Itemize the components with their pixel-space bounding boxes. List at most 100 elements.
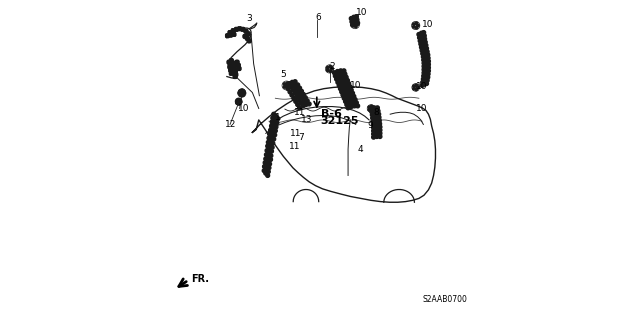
Circle shape bbox=[233, 66, 235, 68]
Circle shape bbox=[245, 34, 247, 36]
Circle shape bbox=[244, 29, 246, 31]
Circle shape bbox=[425, 50, 429, 54]
Text: 4: 4 bbox=[358, 145, 364, 154]
Circle shape bbox=[284, 83, 286, 85]
Circle shape bbox=[272, 112, 276, 116]
Circle shape bbox=[267, 151, 271, 155]
Circle shape bbox=[424, 57, 428, 61]
Circle shape bbox=[269, 158, 273, 161]
Circle shape bbox=[349, 17, 353, 20]
Text: 10: 10 bbox=[356, 8, 368, 17]
Circle shape bbox=[267, 166, 271, 170]
Circle shape bbox=[263, 161, 267, 165]
Circle shape bbox=[372, 126, 376, 130]
Circle shape bbox=[237, 67, 239, 69]
Circle shape bbox=[296, 83, 300, 87]
Circle shape bbox=[292, 84, 296, 87]
Circle shape bbox=[265, 163, 269, 167]
Circle shape bbox=[335, 70, 339, 73]
Circle shape bbox=[350, 20, 354, 24]
Circle shape bbox=[307, 102, 311, 106]
Circle shape bbox=[294, 87, 298, 91]
Circle shape bbox=[249, 39, 251, 41]
Circle shape bbox=[268, 162, 271, 166]
Circle shape bbox=[422, 41, 425, 45]
Circle shape bbox=[230, 67, 232, 69]
Circle shape bbox=[268, 147, 271, 151]
Circle shape bbox=[422, 77, 425, 81]
Circle shape bbox=[424, 60, 428, 64]
Circle shape bbox=[296, 103, 300, 107]
Circle shape bbox=[371, 109, 373, 112]
Circle shape bbox=[332, 71, 336, 75]
Circle shape bbox=[286, 82, 289, 85]
Circle shape bbox=[294, 100, 298, 103]
Circle shape bbox=[335, 77, 339, 81]
Circle shape bbox=[378, 135, 382, 138]
Circle shape bbox=[415, 22, 418, 25]
Circle shape bbox=[350, 98, 354, 101]
Circle shape bbox=[233, 67, 235, 69]
Circle shape bbox=[286, 86, 289, 89]
Circle shape bbox=[426, 63, 430, 66]
Circle shape bbox=[271, 127, 275, 130]
Circle shape bbox=[375, 128, 379, 132]
Circle shape bbox=[238, 92, 241, 94]
Circle shape bbox=[237, 60, 239, 62]
Circle shape bbox=[236, 29, 238, 31]
Circle shape bbox=[422, 37, 426, 41]
Circle shape bbox=[266, 174, 269, 177]
Circle shape bbox=[236, 70, 237, 72]
Circle shape bbox=[424, 43, 428, 47]
Circle shape bbox=[243, 92, 245, 94]
Circle shape bbox=[291, 88, 295, 92]
Circle shape bbox=[234, 72, 236, 74]
Text: 11: 11 bbox=[294, 108, 305, 117]
Circle shape bbox=[417, 33, 421, 36]
Circle shape bbox=[378, 122, 381, 126]
Circle shape bbox=[228, 31, 230, 33]
Circle shape bbox=[262, 169, 266, 173]
Circle shape bbox=[377, 112, 381, 116]
Circle shape bbox=[423, 79, 427, 83]
Text: 11: 11 bbox=[290, 129, 301, 138]
Circle shape bbox=[236, 100, 239, 102]
Circle shape bbox=[331, 68, 333, 70]
Circle shape bbox=[271, 141, 275, 145]
Circle shape bbox=[245, 36, 247, 38]
Circle shape bbox=[246, 31, 248, 33]
Circle shape bbox=[299, 101, 303, 105]
Circle shape bbox=[378, 125, 382, 129]
Text: 10: 10 bbox=[417, 82, 428, 91]
Circle shape bbox=[344, 92, 348, 96]
Circle shape bbox=[418, 36, 422, 40]
Circle shape bbox=[265, 149, 269, 152]
Circle shape bbox=[231, 61, 233, 63]
Circle shape bbox=[424, 66, 428, 70]
Circle shape bbox=[247, 38, 249, 40]
Circle shape bbox=[229, 62, 231, 64]
Circle shape bbox=[296, 90, 300, 94]
Circle shape bbox=[293, 91, 297, 95]
Circle shape bbox=[297, 98, 301, 101]
Circle shape bbox=[326, 66, 329, 69]
Circle shape bbox=[233, 63, 235, 65]
Circle shape bbox=[262, 165, 266, 168]
Text: 11: 11 bbox=[289, 142, 301, 151]
Circle shape bbox=[298, 86, 301, 90]
Circle shape bbox=[230, 68, 232, 70]
Circle shape bbox=[243, 34, 245, 36]
Circle shape bbox=[239, 69, 241, 70]
Circle shape bbox=[422, 58, 426, 62]
Circle shape bbox=[333, 74, 337, 78]
Circle shape bbox=[236, 98, 242, 105]
Circle shape bbox=[341, 75, 345, 79]
Circle shape bbox=[420, 48, 424, 52]
Circle shape bbox=[422, 61, 426, 65]
Circle shape bbox=[230, 73, 232, 75]
Circle shape bbox=[353, 19, 356, 22]
Circle shape bbox=[239, 93, 241, 95]
Circle shape bbox=[424, 47, 428, 50]
Circle shape bbox=[237, 63, 239, 65]
Circle shape bbox=[239, 67, 241, 69]
